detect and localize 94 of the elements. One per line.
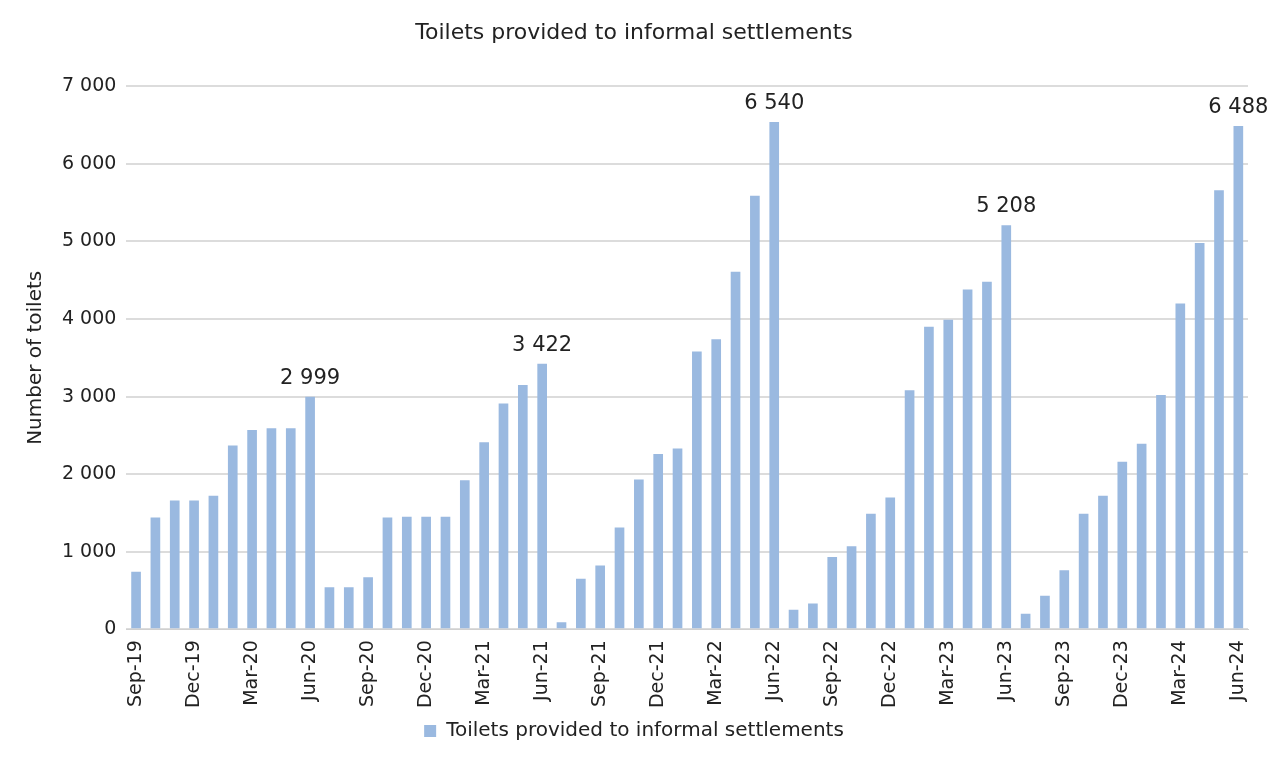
bar [866,513,876,629]
x-tick-label: Dec-20 [413,640,436,709]
chart-title: Toilets provided to informal settlements [414,18,853,44]
bar [711,339,722,629]
bar [363,577,373,629]
bar [324,587,335,629]
bar [208,495,219,629]
bar [1098,495,1108,629]
y-tick-label: 0 [104,616,117,639]
y-tick-label: 1 000 [61,538,117,561]
bar [517,384,528,629]
bar [1136,443,1147,629]
bar [1156,395,1166,629]
x-tick-label: Dec-19 [181,640,204,709]
x-tick-label: Jun-20 [297,640,320,702]
bar [1001,225,1012,629]
bar [1214,190,1224,629]
x-tick-label: Sep-23 [1051,640,1074,708]
bar [247,429,257,629]
bar [1020,613,1031,629]
bar [595,565,606,629]
x-tick-label: Jun-22 [761,640,784,702]
data-label: 5 208 [976,193,1037,218]
bar [692,351,702,629]
bar [556,622,567,629]
bar [672,448,683,629]
x-tick-label: Dec-22 [877,640,900,709]
data-label: 2 999 [280,364,341,389]
bar [827,557,838,629]
bar [401,516,412,629]
bar [634,479,644,629]
bar [285,428,296,629]
bar [537,363,547,629]
bar [459,480,470,629]
y-tick-label: 2 000 [61,461,117,484]
bar [479,442,489,629]
bar [150,517,161,629]
y-tick-label: 3 000 [61,383,117,406]
bar [382,517,393,629]
x-tick-label: Sep-22 [819,640,842,708]
y-tick-label: 5 000 [61,228,117,251]
bar [189,500,199,629]
x-tick-label: Sep-20 [355,640,378,708]
y-axis-title: Number of toilets [22,270,47,445]
bar [169,500,180,629]
bar [343,587,354,629]
bar [788,609,799,629]
x-tick-label: Dec-23 [1109,640,1132,709]
y-tick-label: 7 000 [61,73,117,96]
x-tick-label: Jun-21 [529,640,552,702]
bar [1040,595,1050,629]
data-label: 6 540 [744,90,805,115]
x-tick-label: Mar-22 [703,640,726,706]
x-tick-label: Mar-23 [935,640,958,706]
bar [885,497,896,629]
bar [440,516,451,629]
y-tick-label: 4 000 [61,305,117,328]
x-tick-label: Dec-21 [645,640,668,709]
bar [614,527,625,629]
bar [808,603,818,629]
legend-label: Toilets provided to informal settlements [445,717,844,742]
y-tick-label: 6 000 [61,150,117,173]
x-tick-label: Jun-24 [1225,640,1248,702]
bar [227,445,238,629]
bar [924,326,934,629]
bar [982,281,992,629]
data-label: 6 488 [1208,94,1269,119]
bar [653,453,664,629]
bar [1233,126,1244,629]
bar [576,578,586,629]
bar [1117,461,1128,629]
bar [750,195,760,629]
x-tick-label: Sep-21 [587,640,610,708]
x-tick-label: Sep-19 [123,640,145,708]
bar [962,289,973,629]
bar [305,396,315,629]
bar [943,319,954,629]
bar [730,271,741,629]
bar [266,428,277,629]
x-tick-label: Mar-21 [471,640,494,706]
bar [498,403,509,629]
x-tick-label: Mar-24 [1167,640,1190,706]
bar [1059,570,1070,629]
data-label: 3 422 [512,331,573,356]
bar [904,390,915,629]
bar [769,122,780,629]
bar [1078,513,1089,629]
bar [421,516,431,629]
bar [1175,303,1186,629]
bar [131,571,141,629]
bar [846,546,857,629]
x-tick-label: Jun-23 [993,640,1016,702]
bar [1194,243,1205,629]
x-tick-label: Mar-20 [239,640,262,706]
